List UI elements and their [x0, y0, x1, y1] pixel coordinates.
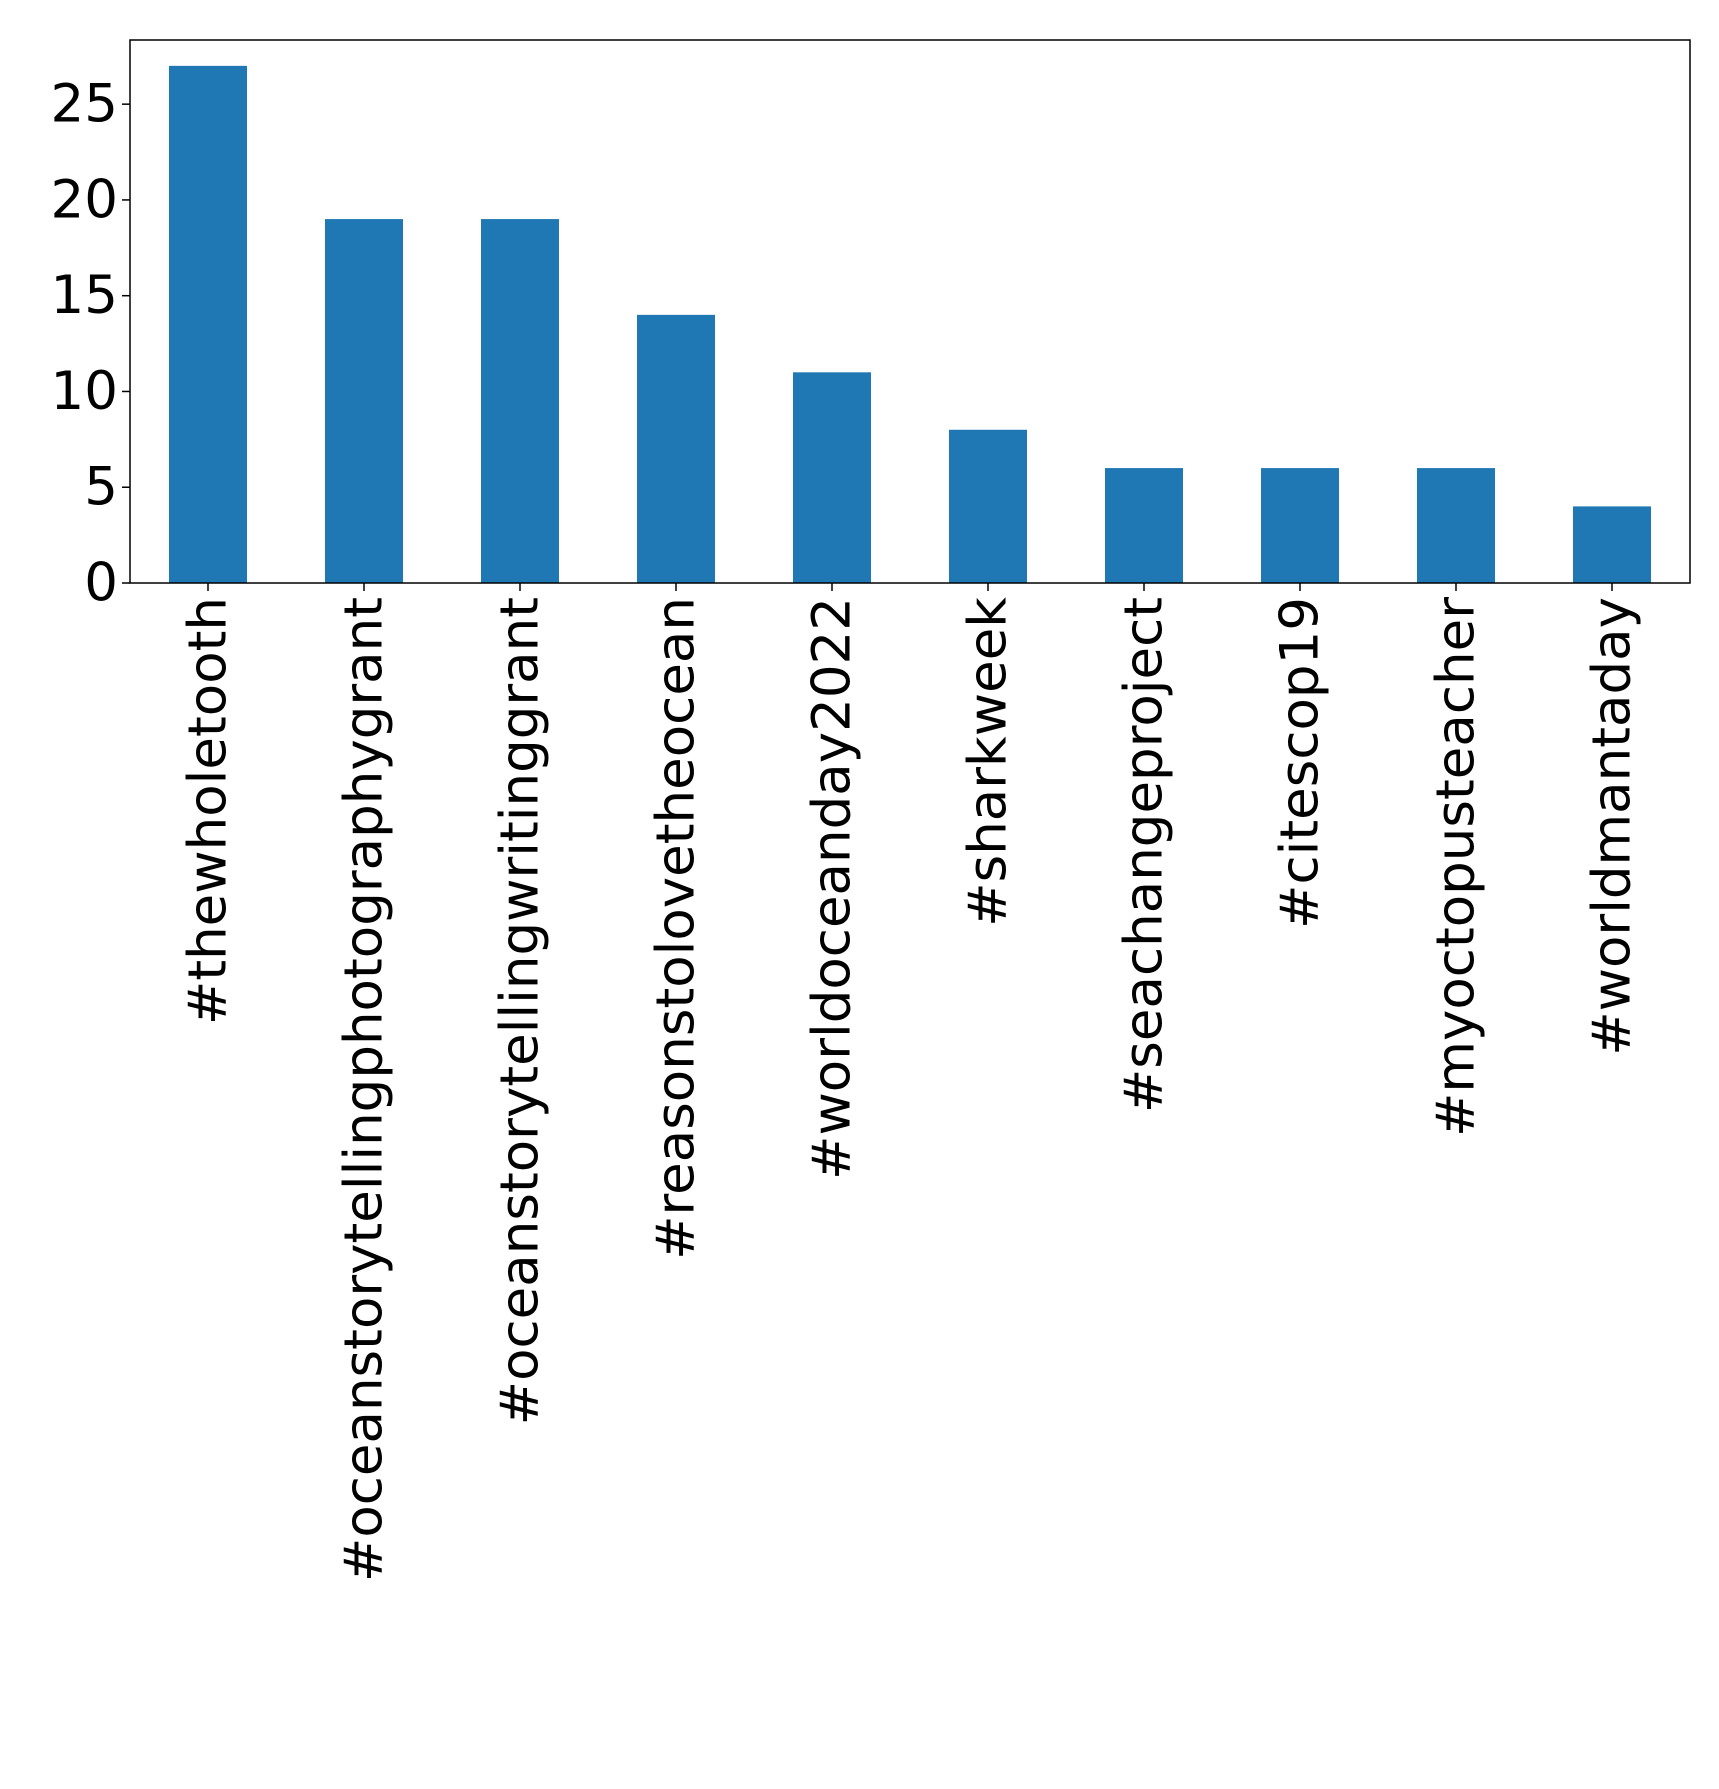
x-tick-label: #myoctopusteacher: [1426, 597, 1487, 1137]
bar: [1261, 468, 1339, 583]
y-tick-label: 20: [51, 169, 118, 230]
y-tick-label: 0: [84, 553, 118, 614]
y-axis: 0 5 10 15 20 25: [51, 74, 130, 614]
x-tick-label: #worldoceanday2022: [802, 597, 863, 1180]
x-tick-label: #seachangeproject: [1114, 597, 1175, 1113]
y-tick-label: 15: [51, 265, 118, 326]
bar: [169, 65, 247, 584]
y-tick-label: 10: [51, 361, 118, 422]
bar: [1417, 468, 1495, 583]
x-tick-label: #citescop19: [1270, 597, 1331, 929]
y-tick-label: 25: [51, 74, 118, 135]
x-tick-label: #oceanstorytellingphotographygrant: [334, 597, 395, 1582]
bar: [793, 372, 871, 583]
bar: [481, 219, 559, 583]
bar: [325, 219, 403, 583]
x-tick-label: #thewholetooth: [178, 597, 239, 1025]
bar: [637, 314, 715, 583]
x-tick-label: #reasonstolovetheocean: [646, 597, 707, 1260]
x-tick-label: #sharkweek: [958, 597, 1019, 927]
bars-group: [169, 65, 1651, 584]
bar: [1573, 506, 1651, 583]
x-axis: #thewholetooth #oceanstorytellingphotogra…: [178, 583, 1643, 1582]
plot-frame: [129, 39, 1691, 584]
bar: [949, 429, 1027, 583]
x-tick-label: #worldmantaday: [1582, 597, 1643, 1056]
bar: [1105, 468, 1183, 583]
x-tick-label: #oceanstorytellingwritinggrant: [490, 597, 551, 1425]
y-tick-label: 5: [84, 457, 118, 518]
